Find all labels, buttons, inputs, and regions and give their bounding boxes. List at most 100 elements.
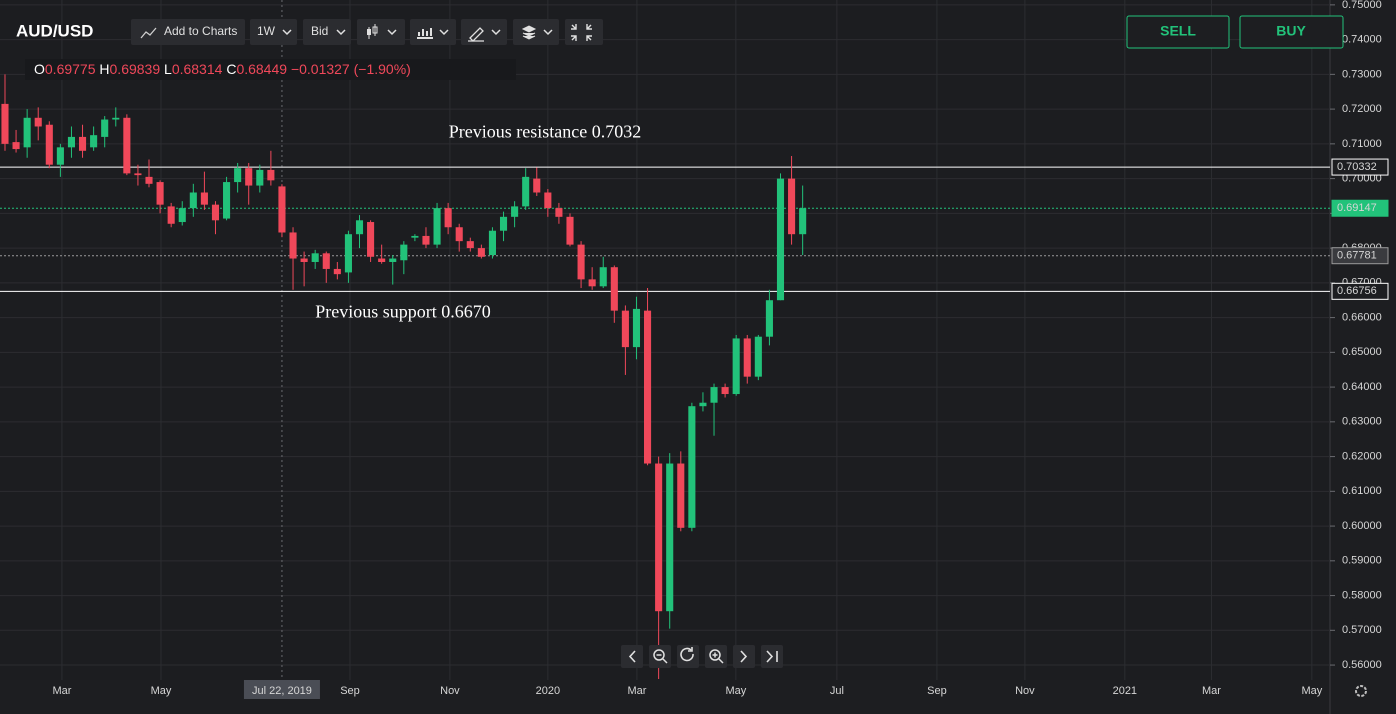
candle-body xyxy=(289,232,297,259)
buy-label: BUY xyxy=(1276,23,1306,39)
layers-button[interactable] xyxy=(513,19,559,45)
zoom-out-button[interactable] xyxy=(649,645,671,668)
price-type-button[interactable] xyxy=(303,19,351,45)
candle-body xyxy=(355,220,364,235)
candle-body xyxy=(555,208,563,217)
chevron xyxy=(543,29,553,36)
interval-button[interactable] xyxy=(250,19,297,45)
candle-body xyxy=(455,227,463,242)
y-tick-label: 0.72000 xyxy=(1342,103,1382,115)
navigation xyxy=(621,645,783,668)
add-to-charts-button[interactable] xyxy=(131,19,245,45)
candle-body xyxy=(433,208,441,245)
scroll-left-button[interactable] xyxy=(621,645,643,668)
plot-area xyxy=(0,0,1330,680)
y-tick-label: 0.57000 xyxy=(1342,624,1382,636)
candle-body xyxy=(732,338,740,395)
price-label-box xyxy=(1331,282,1389,300)
price-type-label: Bid xyxy=(311,24,328,38)
candle-body xyxy=(267,169,275,181)
y-tick-label: 0.60000 xyxy=(1342,520,1382,532)
price-label: 0.66756 xyxy=(1337,285,1377,297)
ohlc-value: 0.69775 xyxy=(45,61,96,77)
x-tick-label: 2021 xyxy=(1113,685,1137,697)
chart-type-button[interactable] xyxy=(357,19,405,45)
y-tick-label: 0.74000 xyxy=(1342,34,1382,46)
crosshair-label-box xyxy=(243,680,320,699)
candle-body xyxy=(90,135,98,148)
candle-body xyxy=(178,208,186,223)
y-tick-label: 0.62000 xyxy=(1342,450,1382,462)
chevron xyxy=(491,29,501,36)
y-tick-label: 0.66000 xyxy=(1342,311,1382,323)
change: −0.01327 (−1.90%) xyxy=(291,61,411,77)
interval-label: 1W xyxy=(257,24,276,38)
price-label-box xyxy=(1331,247,1389,265)
candle-body xyxy=(477,248,485,257)
annotation: Previous support 0.6670 xyxy=(315,301,491,321)
x-tick-label: May xyxy=(1301,685,1322,697)
x-tick-label: Sep xyxy=(340,685,360,697)
settings-icon[interactable] xyxy=(1355,685,1367,697)
candle-body xyxy=(156,182,164,205)
chart-icon xyxy=(140,27,157,39)
candle-body xyxy=(466,241,474,249)
candle-body xyxy=(245,168,253,186)
candle-body xyxy=(333,268,341,275)
ohlc-legend: O0.69775 H0.69839 L0.68314 C0.68449 −0.0… xyxy=(34,61,411,77)
zoom-in-button[interactable] xyxy=(705,645,727,668)
candle-body xyxy=(1,103,9,144)
sell-button[interactable] xyxy=(1126,15,1230,49)
candle-body xyxy=(311,253,319,262)
candle-body xyxy=(34,117,42,127)
candle-body xyxy=(776,178,785,301)
candle-body xyxy=(699,402,707,407)
y-tick-label: 0.64000 xyxy=(1342,381,1382,393)
x-tick-label: Mar xyxy=(1202,685,1221,697)
ohlc-value: 0.69839 xyxy=(110,61,161,77)
candle-body xyxy=(12,142,20,150)
chevron xyxy=(439,29,449,36)
candle-body xyxy=(577,244,585,280)
ohlc-key: H xyxy=(99,61,109,77)
candle-body xyxy=(256,169,264,186)
candle-body xyxy=(200,192,208,205)
candle-body xyxy=(223,182,231,219)
candle-body xyxy=(644,310,652,464)
scroll-right-button[interactable] xyxy=(733,645,755,668)
candle-body xyxy=(533,178,541,193)
candle-body xyxy=(799,208,807,235)
indicators-button[interactable] xyxy=(410,19,456,45)
ohlc-key: O xyxy=(34,61,45,77)
candle-body xyxy=(621,310,629,348)
candle-body xyxy=(544,192,552,209)
candle-body xyxy=(499,216,508,231)
collapse-button[interactable] xyxy=(565,19,603,45)
drawing-button[interactable] xyxy=(461,19,507,45)
candle-body xyxy=(189,192,197,209)
candle-body xyxy=(765,300,773,337)
candle-body xyxy=(167,206,175,224)
buy-button[interactable] xyxy=(1239,15,1344,49)
y-tick-label: 0.59000 xyxy=(1342,555,1382,567)
y-tick-label: 0.58000 xyxy=(1342,589,1382,601)
candle-body xyxy=(488,230,496,256)
x-tick-label: Mar xyxy=(627,685,646,697)
x-tick-label: Sep xyxy=(927,685,947,697)
candle-body xyxy=(599,267,607,287)
candle-body xyxy=(56,147,64,165)
candle-body xyxy=(588,279,596,287)
candle-body xyxy=(112,117,120,120)
x-tick-label: May xyxy=(725,685,746,697)
x-tick-label: May xyxy=(151,685,172,697)
y-tick-label: 0.63000 xyxy=(1342,416,1382,428)
candle-body xyxy=(78,136,87,151)
annotation: Previous resistance 0.7032 xyxy=(449,122,641,142)
price-label-box xyxy=(1331,199,1389,217)
candle-body xyxy=(45,124,53,165)
x-tick-label: Mar xyxy=(52,685,71,697)
price-label: 0.69147 xyxy=(1337,202,1377,214)
price-label-box xyxy=(1331,158,1389,176)
add-to-charts-label: Add to Charts xyxy=(164,24,237,38)
y-tick-label: 0.65000 xyxy=(1342,346,1382,358)
